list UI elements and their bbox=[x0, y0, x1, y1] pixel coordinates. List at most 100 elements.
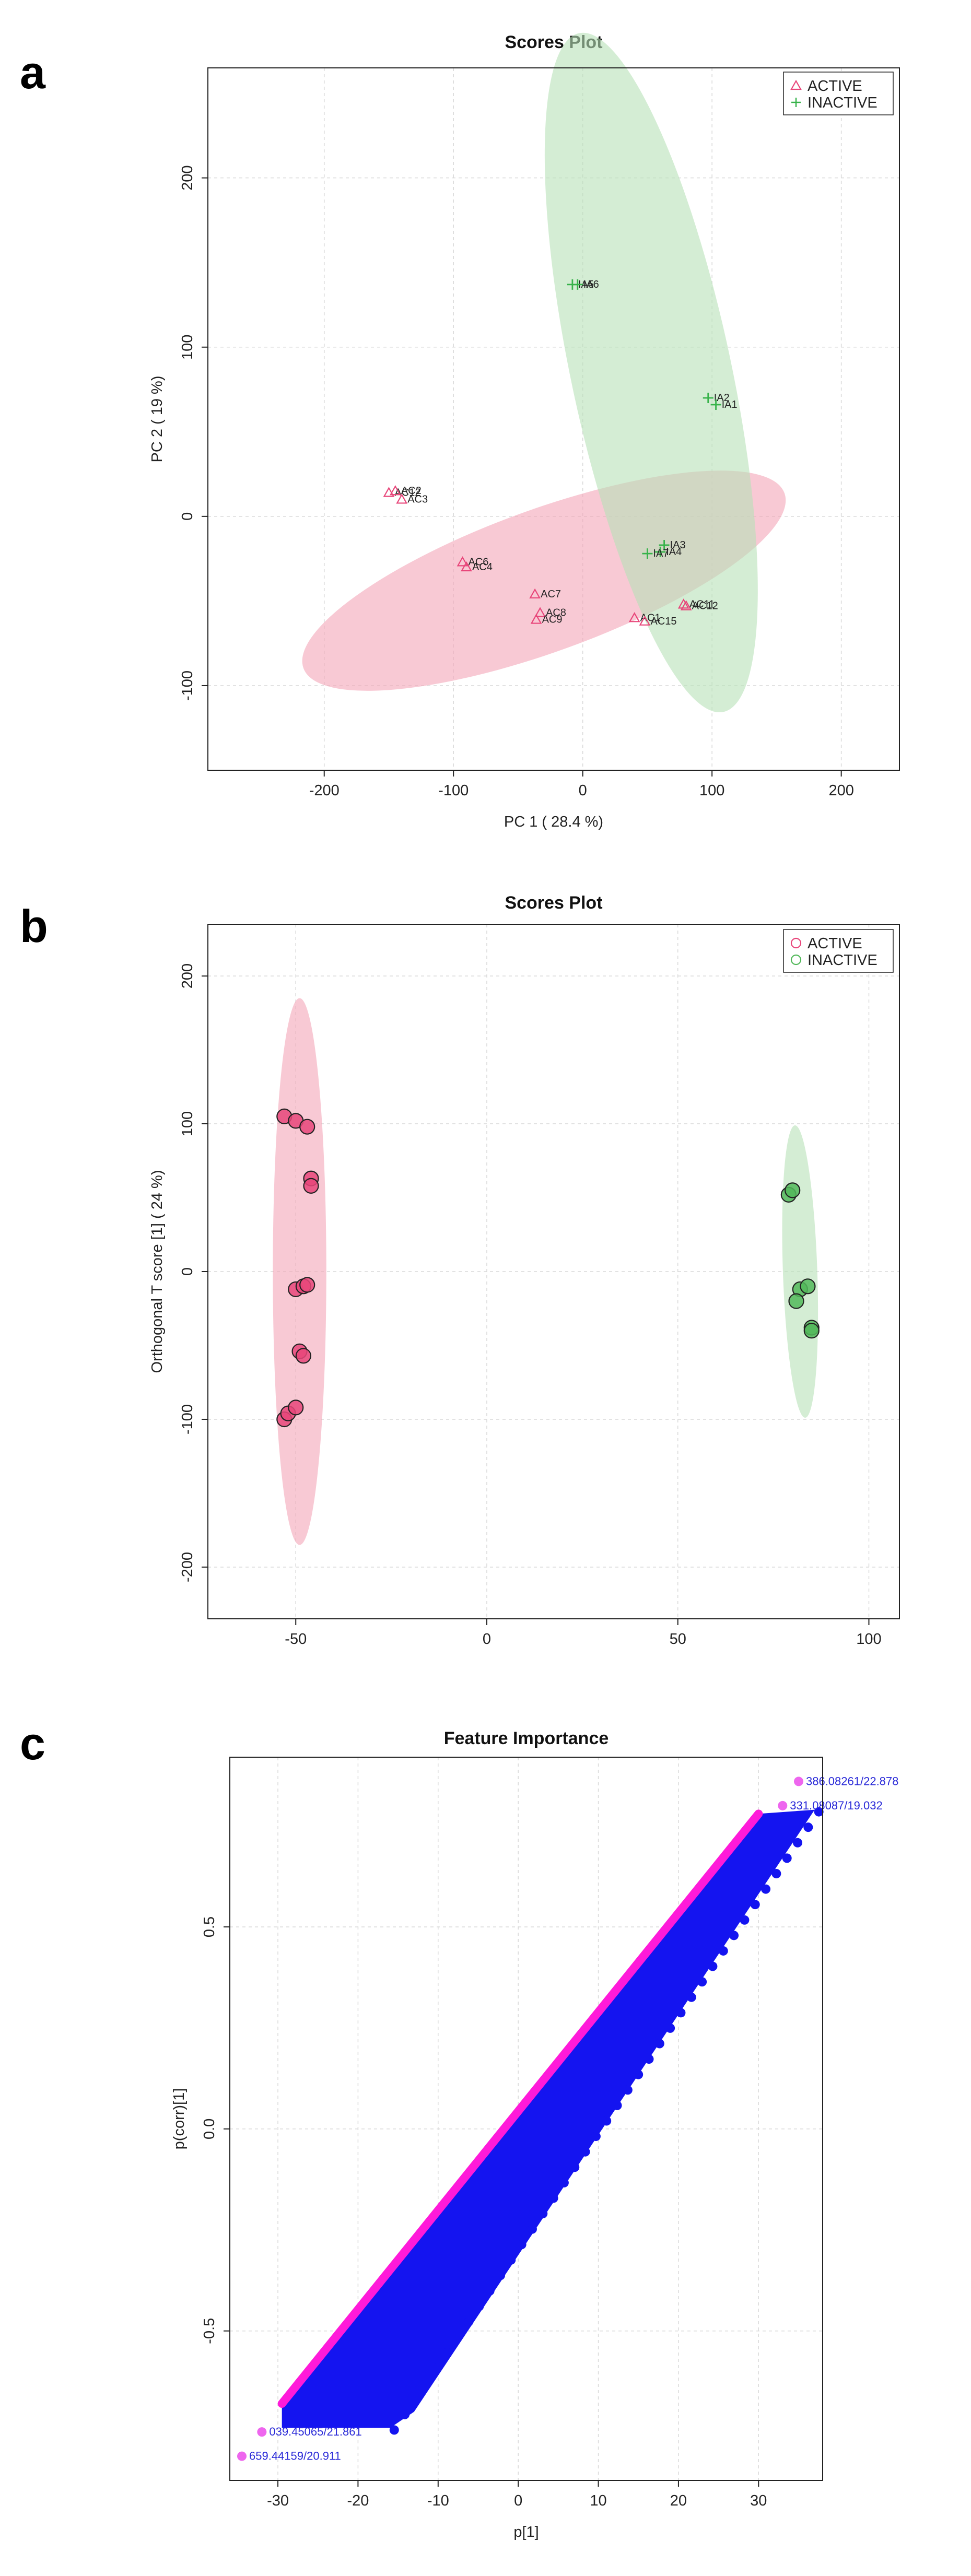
feature-point bbox=[389, 2425, 399, 2435]
point-active bbox=[295, 1348, 311, 1364]
legend-label-active: ACTIVE bbox=[808, 935, 862, 952]
x-tick-label: 0 bbox=[483, 1631, 491, 1648]
y-tick-label: 0.0 bbox=[201, 2119, 218, 2139]
feature-point bbox=[665, 2023, 675, 2033]
point-active bbox=[680, 600, 692, 610]
feature-point bbox=[421, 2379, 431, 2389]
point-label: AC2 bbox=[401, 485, 422, 497]
x-tick-label: 50 bbox=[670, 1631, 686, 1648]
point-active bbox=[457, 556, 469, 567]
point-label: AC3 bbox=[407, 493, 428, 505]
feature-point bbox=[623, 2085, 633, 2095]
y-tick-label: -100 bbox=[179, 671, 196, 701]
feature-point-label: 331.08087/19.032 bbox=[790, 1799, 882, 1812]
x-tick-label: -10 bbox=[427, 2492, 449, 2509]
feature-labeled-point bbox=[793, 1777, 803, 1786]
panel-letter-c: c bbox=[20, 1718, 45, 1769]
legend-label-active: ACTIVE bbox=[808, 78, 862, 95]
feature-point bbox=[718, 1946, 728, 1956]
y-tick-label: -100 bbox=[179, 1404, 196, 1434]
feature-point bbox=[634, 2069, 644, 2079]
point-active bbox=[534, 607, 546, 617]
point-inactive bbox=[703, 392, 713, 403]
feature-point bbox=[411, 2394, 420, 2404]
ellipse-inactive bbox=[544, 32, 758, 713]
feature-point bbox=[506, 2255, 516, 2265]
point-label: AC11 bbox=[689, 598, 715, 610]
point-active bbox=[303, 1178, 319, 1194]
point-active bbox=[639, 615, 651, 626]
point-label: IA4 bbox=[666, 546, 682, 558]
y-tick-label: 200 bbox=[179, 963, 196, 989]
feature-point bbox=[708, 1961, 718, 1971]
legend-marker-inactive bbox=[791, 98, 801, 107]
feature-labeled-point bbox=[778, 1801, 788, 1810]
point-inactive bbox=[642, 548, 653, 559]
feature-point bbox=[676, 2008, 686, 2018]
x-axis-title: p[1] bbox=[513, 2524, 539, 2540]
chart-title: Scores Plot bbox=[505, 893, 602, 913]
x-tick-label: 100 bbox=[699, 782, 724, 799]
y-tick-label: 0 bbox=[179, 1267, 196, 1276]
feature-point bbox=[782, 1853, 792, 1863]
feature-point bbox=[793, 1838, 803, 1848]
panel-letter-b: b bbox=[20, 900, 48, 952]
y-axis-title: p(corr)[1] bbox=[171, 2088, 188, 2150]
point-label: AC9 bbox=[542, 614, 563, 626]
point-active bbox=[628, 612, 640, 622]
feature-point-label: 386.08261/22.878 bbox=[806, 1774, 898, 1787]
ellipse-active bbox=[273, 998, 326, 1545]
feature-point bbox=[464, 2317, 474, 2327]
x-tick-label: 100 bbox=[856, 1631, 881, 1648]
y-tick-label: -200 bbox=[179, 1552, 196, 1582]
feature-point bbox=[771, 1868, 781, 1878]
feature-point bbox=[538, 2209, 548, 2219]
feature-point bbox=[644, 2054, 654, 2064]
feature-point bbox=[803, 1822, 813, 1832]
ellipse-inactive bbox=[782, 1125, 818, 1418]
x-tick-label: 0 bbox=[579, 782, 587, 799]
feature-point-label: 039.45065/21.861 bbox=[269, 2425, 361, 2438]
feature-point bbox=[814, 1807, 824, 1817]
feature-point bbox=[527, 2224, 537, 2234]
point-label: IA6 bbox=[583, 279, 599, 290]
legend-label-inactive: INACTIVE bbox=[808, 95, 878, 111]
y-tick-label: 0 bbox=[179, 512, 196, 521]
point-label: AC4 bbox=[472, 561, 493, 573]
point-inactive bbox=[788, 1293, 804, 1309]
x-tick-label: 10 bbox=[590, 2492, 606, 2509]
point-label: AC8 bbox=[546, 607, 566, 619]
point-inactive bbox=[659, 539, 670, 550]
feature-point-label: 659.44159/20.911 bbox=[249, 2450, 341, 2463]
y-tick-label: 100 bbox=[179, 1111, 196, 1136]
point-label: IA2 bbox=[714, 392, 730, 404]
feature-point bbox=[570, 2162, 580, 2172]
x-tick-label: 200 bbox=[828, 782, 853, 799]
feature-point bbox=[612, 2100, 622, 2110]
feature-point bbox=[580, 2147, 590, 2157]
point-label: AC6 bbox=[469, 556, 489, 568]
point-inactive bbox=[655, 546, 666, 557]
point-label: AC7 bbox=[541, 589, 561, 600]
y-tick-label: 200 bbox=[179, 165, 196, 190]
point-inactive bbox=[710, 399, 721, 410]
point-label: IA7 bbox=[653, 548, 669, 559]
feature-point bbox=[400, 2409, 410, 2419]
point-active bbox=[389, 485, 401, 496]
point-active bbox=[396, 493, 408, 504]
feature-point bbox=[453, 2332, 463, 2342]
legend-box bbox=[783, 929, 894, 973]
point-active bbox=[383, 487, 395, 497]
x-tick-label: -30 bbox=[267, 2492, 289, 2509]
point-active bbox=[529, 588, 541, 599]
chart-c-feature-importance: Feature Importance 386.08261/22.878 331.08… bbox=[171, 1728, 898, 2540]
x-tick-label: 30 bbox=[750, 2492, 767, 2509]
feature-point bbox=[654, 2039, 664, 2049]
feature-point bbox=[740, 1915, 750, 1925]
panel-letter-a: a bbox=[20, 46, 45, 98]
point-label: AC15 bbox=[650, 616, 676, 627]
legend-marker-inactive bbox=[790, 954, 802, 966]
x-tick-label: -20 bbox=[347, 2492, 369, 2509]
feature-labeled-point bbox=[237, 2451, 247, 2461]
